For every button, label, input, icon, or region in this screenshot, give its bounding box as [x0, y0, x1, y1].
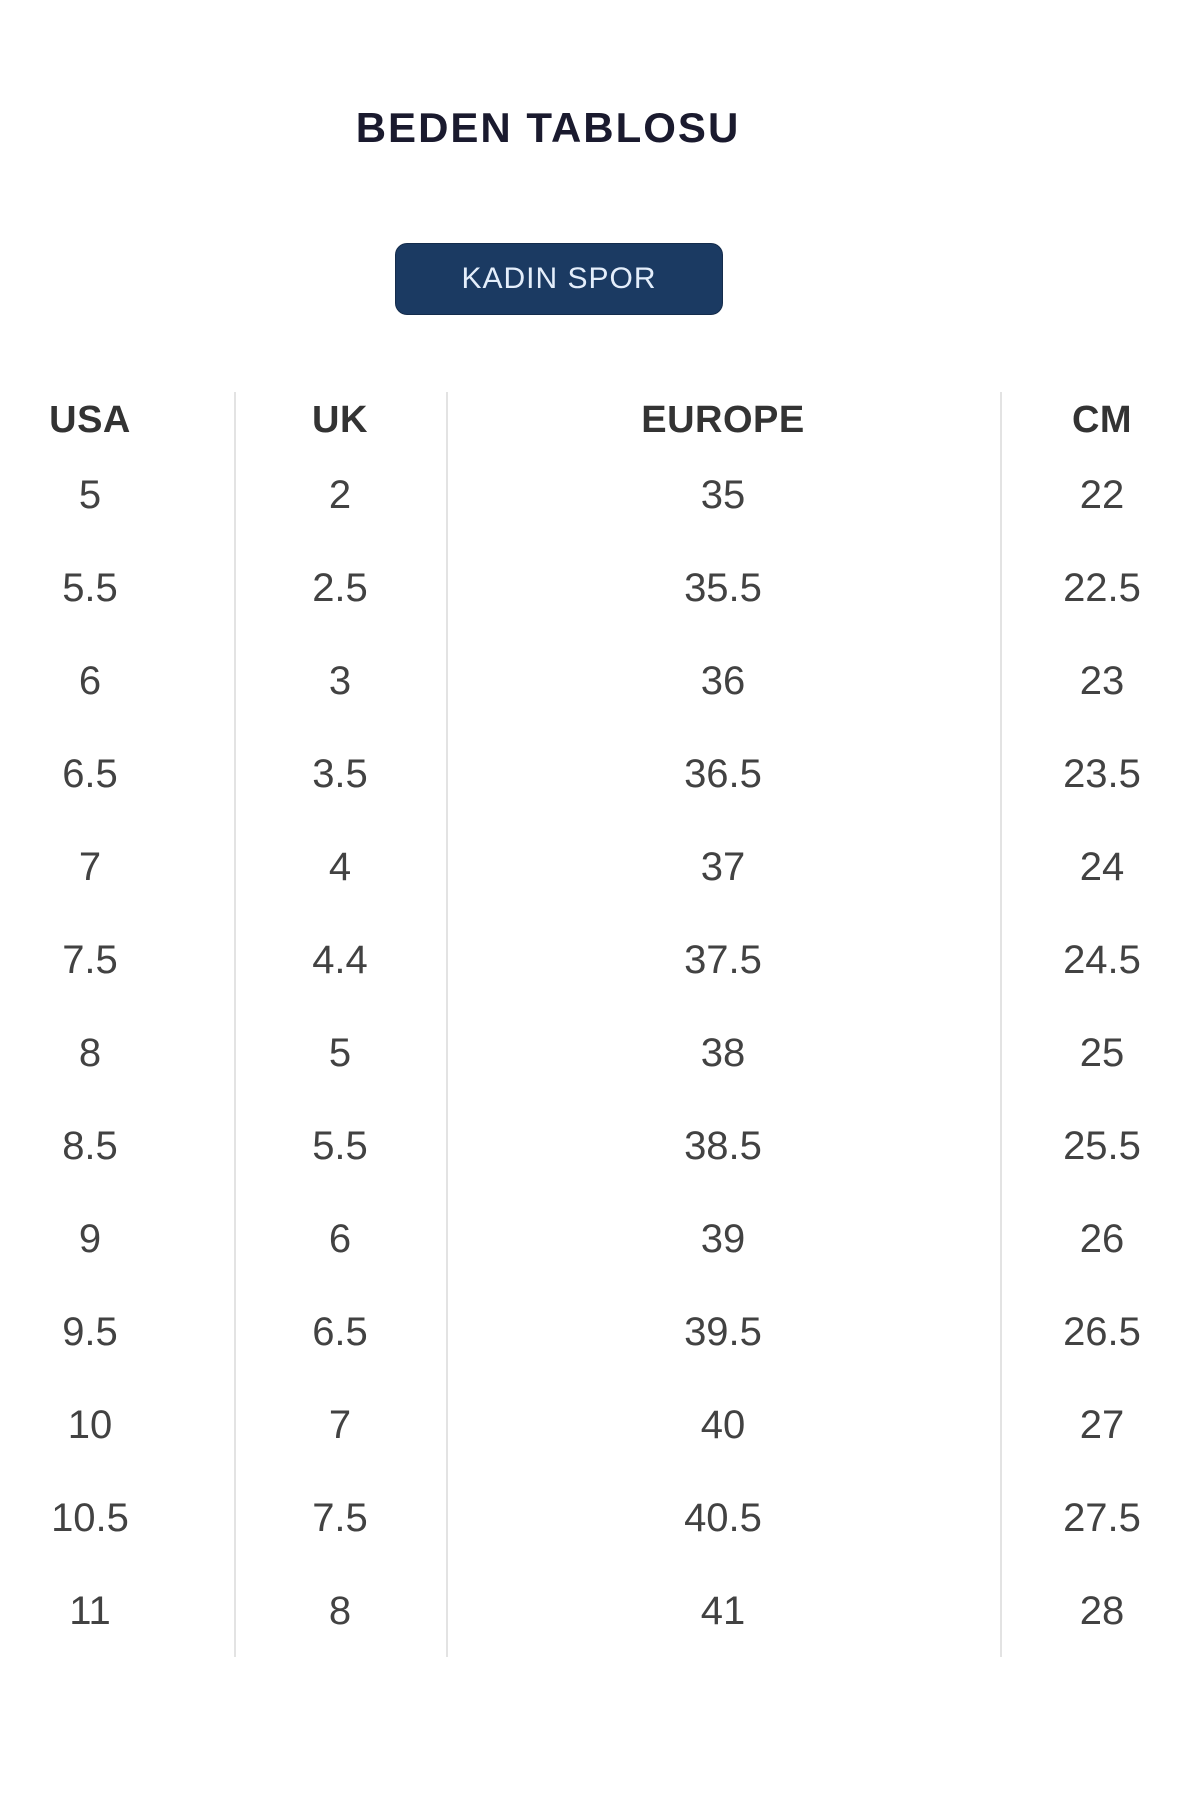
- size-cell-usa: 8.5: [62, 1123, 118, 1168]
- size-cell-europe: 41: [700, 1588, 746, 1633]
- size-cell-europe: 37.5: [684, 937, 762, 982]
- size-cell-europe: 39: [700, 1216, 746, 1261]
- size-cell-europe: 36.5: [684, 751, 762, 796]
- size-cell-europe: 39.5: [684, 1309, 762, 1354]
- size-cell-usa: 10.5: [51, 1495, 129, 1540]
- size-cell-uk: 6.5: [312, 1309, 368, 1354]
- size-cell-cm: 26.5: [1063, 1309, 1141, 1354]
- size-cell-cm: 23.5: [1063, 751, 1141, 796]
- table-row: 9.5 6.5 39.5 26.5: [0, 1285, 1200, 1378]
- table-row: 10.5 7.5 40.5 27.5: [0, 1471, 1200, 1564]
- size-cell-uk: 5: [328, 1030, 352, 1075]
- column-header-cm: CM: [1071, 399, 1133, 441]
- size-cell-uk: 7.5: [312, 1495, 368, 1540]
- size-cell-cm: 26: [1079, 1216, 1125, 1261]
- table-row: 10 7 40 27: [0, 1378, 1200, 1471]
- table-row: 6 3 36 23: [0, 634, 1200, 727]
- table-header-row: USA UK EUROPE CM: [0, 392, 1200, 448]
- size-cell-usa: 6.5: [62, 751, 118, 796]
- size-cell-europe: 40.5: [684, 1495, 762, 1540]
- size-cell-cm: 24.5: [1063, 937, 1141, 982]
- size-cell-cm: 27: [1079, 1402, 1125, 1447]
- column-header-europe: EUROPE: [641, 399, 805, 441]
- table-row: 8.5 5.5 38.5 25.5: [0, 1099, 1200, 1192]
- size-cell-usa: 5: [78, 472, 102, 517]
- table-row: 9 6 39 26: [0, 1192, 1200, 1285]
- size-cell-europe: 37: [700, 844, 746, 889]
- size-cell-cm: 27.5: [1063, 1495, 1141, 1540]
- size-cell-uk: 3.5: [312, 751, 368, 796]
- table-row: 6.5 3.5 36.5 23.5: [0, 727, 1200, 820]
- size-cell-usa: 9: [78, 1216, 102, 1261]
- size-cell-uk: 4.4: [312, 937, 368, 982]
- size-cell-europe: 35: [700, 472, 746, 517]
- table-row: 8 5 38 25: [0, 1006, 1200, 1099]
- size-cell-uk: 5.5: [312, 1123, 368, 1168]
- size-cell-cm: 23: [1079, 658, 1125, 703]
- size-cell-uk: 7: [328, 1402, 352, 1447]
- size-cell-usa: 7: [78, 844, 102, 889]
- table-row: 7.5 4.4 37.5 24.5: [0, 913, 1200, 1006]
- size-cell-cm: 25: [1079, 1030, 1125, 1075]
- table-row: 5.5 2.5 35.5 22.5: [0, 541, 1200, 634]
- size-cell-usa: 7.5: [62, 937, 118, 982]
- size-cell-cm: 24: [1079, 844, 1125, 889]
- size-cell-cm: 25.5: [1063, 1123, 1141, 1168]
- size-cell-uk: 6: [328, 1216, 352, 1261]
- size-cell-cm: 28: [1079, 1588, 1125, 1633]
- table-row: 11 8 41 28: [0, 1564, 1200, 1657]
- size-cell-uk: 4: [328, 844, 352, 889]
- column-divider: [446, 392, 448, 1657]
- table-row: 5 2 35 22: [0, 448, 1200, 541]
- size-cell-europe: 38: [700, 1030, 746, 1075]
- size-cell-uk: 2.5: [312, 565, 368, 610]
- size-cell-usa: 11: [69, 1588, 111, 1633]
- size-table: USA UK EUROPE CM 5 2 35 22 5.5 2.5 35.5 …: [0, 392, 1200, 1657]
- size-cell-uk: 2: [328, 472, 352, 517]
- table-row: 7 4 37 24: [0, 820, 1200, 913]
- size-cell-usa: 6: [78, 658, 102, 703]
- size-cell-cm: 22.5: [1063, 565, 1141, 610]
- size-cell-europe: 38.5: [684, 1123, 762, 1168]
- size-cell-cm: 22: [1079, 472, 1125, 517]
- size-cell-europe: 40: [700, 1402, 746, 1447]
- size-cell-usa: 5.5: [62, 565, 118, 610]
- page-title: BEDEN TABLOSU: [355, 104, 741, 151]
- column-header-usa: USA: [49, 399, 131, 441]
- size-cell-europe: 35.5: [684, 565, 762, 610]
- column-divider: [1000, 392, 1002, 1657]
- column-header-uk: UK: [312, 399, 368, 441]
- category-button-kadin-spor[interactable]: KADIN SPOR: [395, 243, 723, 315]
- size-cell-usa: 9.5: [62, 1309, 118, 1354]
- size-cell-uk: 8: [328, 1588, 352, 1633]
- column-divider: [234, 392, 236, 1657]
- size-cell-usa: 8: [78, 1030, 102, 1075]
- size-cell-europe: 36: [700, 658, 746, 703]
- size-cell-uk: 3: [328, 658, 352, 703]
- size-cell-usa: 10: [67, 1402, 113, 1447]
